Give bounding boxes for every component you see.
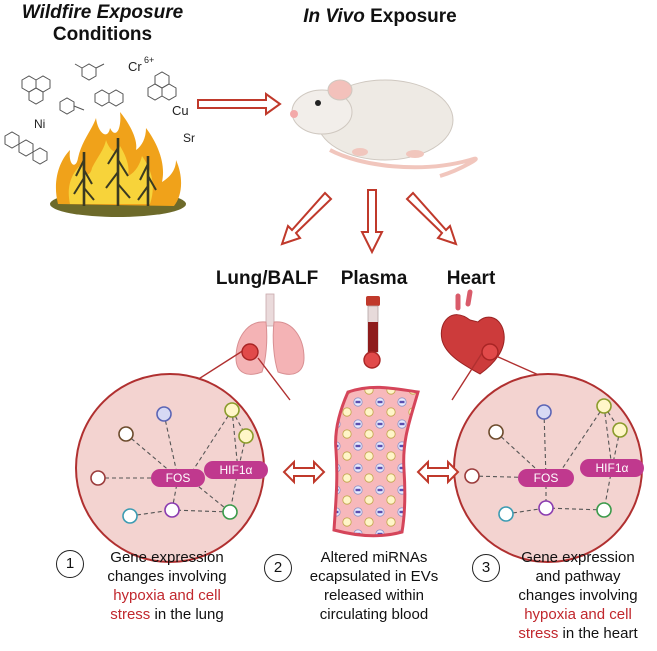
pah-molecule-1 — [21, 75, 51, 105]
caption-1-highlight2: stress — [110, 606, 151, 623]
distribution-arrows — [280, 189, 458, 255]
heart-fos-pill — [518, 469, 574, 487]
lung-hif-pill — [204, 461, 268, 479]
caption-1-line1: Gene expression — [110, 549, 224, 566]
blood-vessel — [332, 385, 420, 538]
exposure-arrow — [197, 92, 282, 116]
heart-hif-pill — [580, 459, 644, 477]
blood-tube-illustration — [366, 296, 380, 353]
invivo-rest: Exposure — [364, 6, 457, 27]
caption-3-highlight1: hypoxia and cell — [524, 606, 632, 623]
caption-3-line1: Gene expression — [521, 549, 635, 566]
caption-3-line2: and pathway — [535, 568, 621, 585]
chem-ni: Ni — [34, 117, 45, 131]
step-1-badge: 1 — [56, 550, 84, 578]
caption-1-line2: changes involving — [107, 568, 227, 585]
chem-cr: Cr — [128, 59, 142, 74]
lung-fos-pill — [151, 469, 205, 487]
caption-3-tail: in the heart — [558, 625, 638, 642]
arrow-to-heart — [405, 191, 458, 246]
exposure-title-line1: Wildfire Exposure — [21, 2, 184, 23]
heart-label: Heart — [446, 268, 496, 289]
heart-hif-label: HIF1α — [596, 461, 629, 475]
caption-1-highlight1: hypoxia and cell — [113, 587, 221, 604]
lung-fos-label: FOS — [166, 471, 191, 485]
caption-3-line3: changes involving — [518, 587, 638, 604]
heart-fos-label: FOS — [534, 471, 559, 485]
caption-2: Altered miRNAs ecapsulated in EVs releas… — [294, 548, 454, 624]
pah-molecule-3 — [94, 89, 124, 107]
vessel-heart-arrow — [416, 459, 460, 485]
caption-1-tail: in the lung — [150, 606, 224, 623]
chem-cr-charge: 6+ — [144, 55, 154, 65]
plasma-label: Plasma — [340, 268, 408, 289]
invivo-italic: In Vivo — [303, 6, 365, 27]
tissue-markers — [241, 343, 499, 369]
lung-label: Lung/BALF — [215, 268, 319, 289]
wildfire-illustration — [50, 112, 186, 217]
pah-molecule-5 — [4, 131, 48, 165]
lung-hif-label: HIF1α — [220, 463, 253, 477]
caption-2-line2: ecapsulated in EVs — [309, 568, 439, 585]
caption-3-highlight2: stress — [518, 625, 559, 642]
step-2-badge: 2 — [264, 554, 292, 582]
caption-3: Gene expression and pathway changes invo… — [500, 548, 656, 643]
chem-sr: Sr — [183, 131, 195, 145]
pah-molecule-2 — [59, 97, 85, 115]
arrow-to-lung — [280, 191, 333, 246]
heart-illustration — [440, 289, 505, 375]
pah-molecule-4 — [147, 71, 177, 101]
caption-2-line4: circulating blood — [319, 606, 429, 623]
chemical-structures — [4, 63, 177, 165]
mouse-illustration — [290, 79, 478, 178]
lung-vessel-arrow — [282, 459, 326, 485]
invivo-title: In Vivo Exposure — [270, 6, 490, 28]
caption-2-line1: Altered miRNAs — [320, 549, 428, 566]
lung-gene-network: FOS HIF1α — [75, 373, 268, 563]
exposure-title: Wildfire Exposure Conditions — [0, 2, 205, 46]
arrow-to-plasma — [360, 189, 384, 255]
benzaldehyde-molecule — [74, 63, 105, 81]
exchange-arrows — [282, 459, 460, 485]
lung-illustration — [235, 293, 305, 375]
caption-1: Gene expression changes involving hypoxi… — [88, 548, 246, 624]
heart-gene-network: FOS HIF1α — [453, 373, 644, 563]
caption-2-line3: released within — [323, 587, 425, 604]
step-3-badge: 3 — [472, 554, 500, 582]
chem-cu: Cu — [172, 103, 189, 118]
exposure-title-line2: Conditions — [52, 24, 153, 45]
